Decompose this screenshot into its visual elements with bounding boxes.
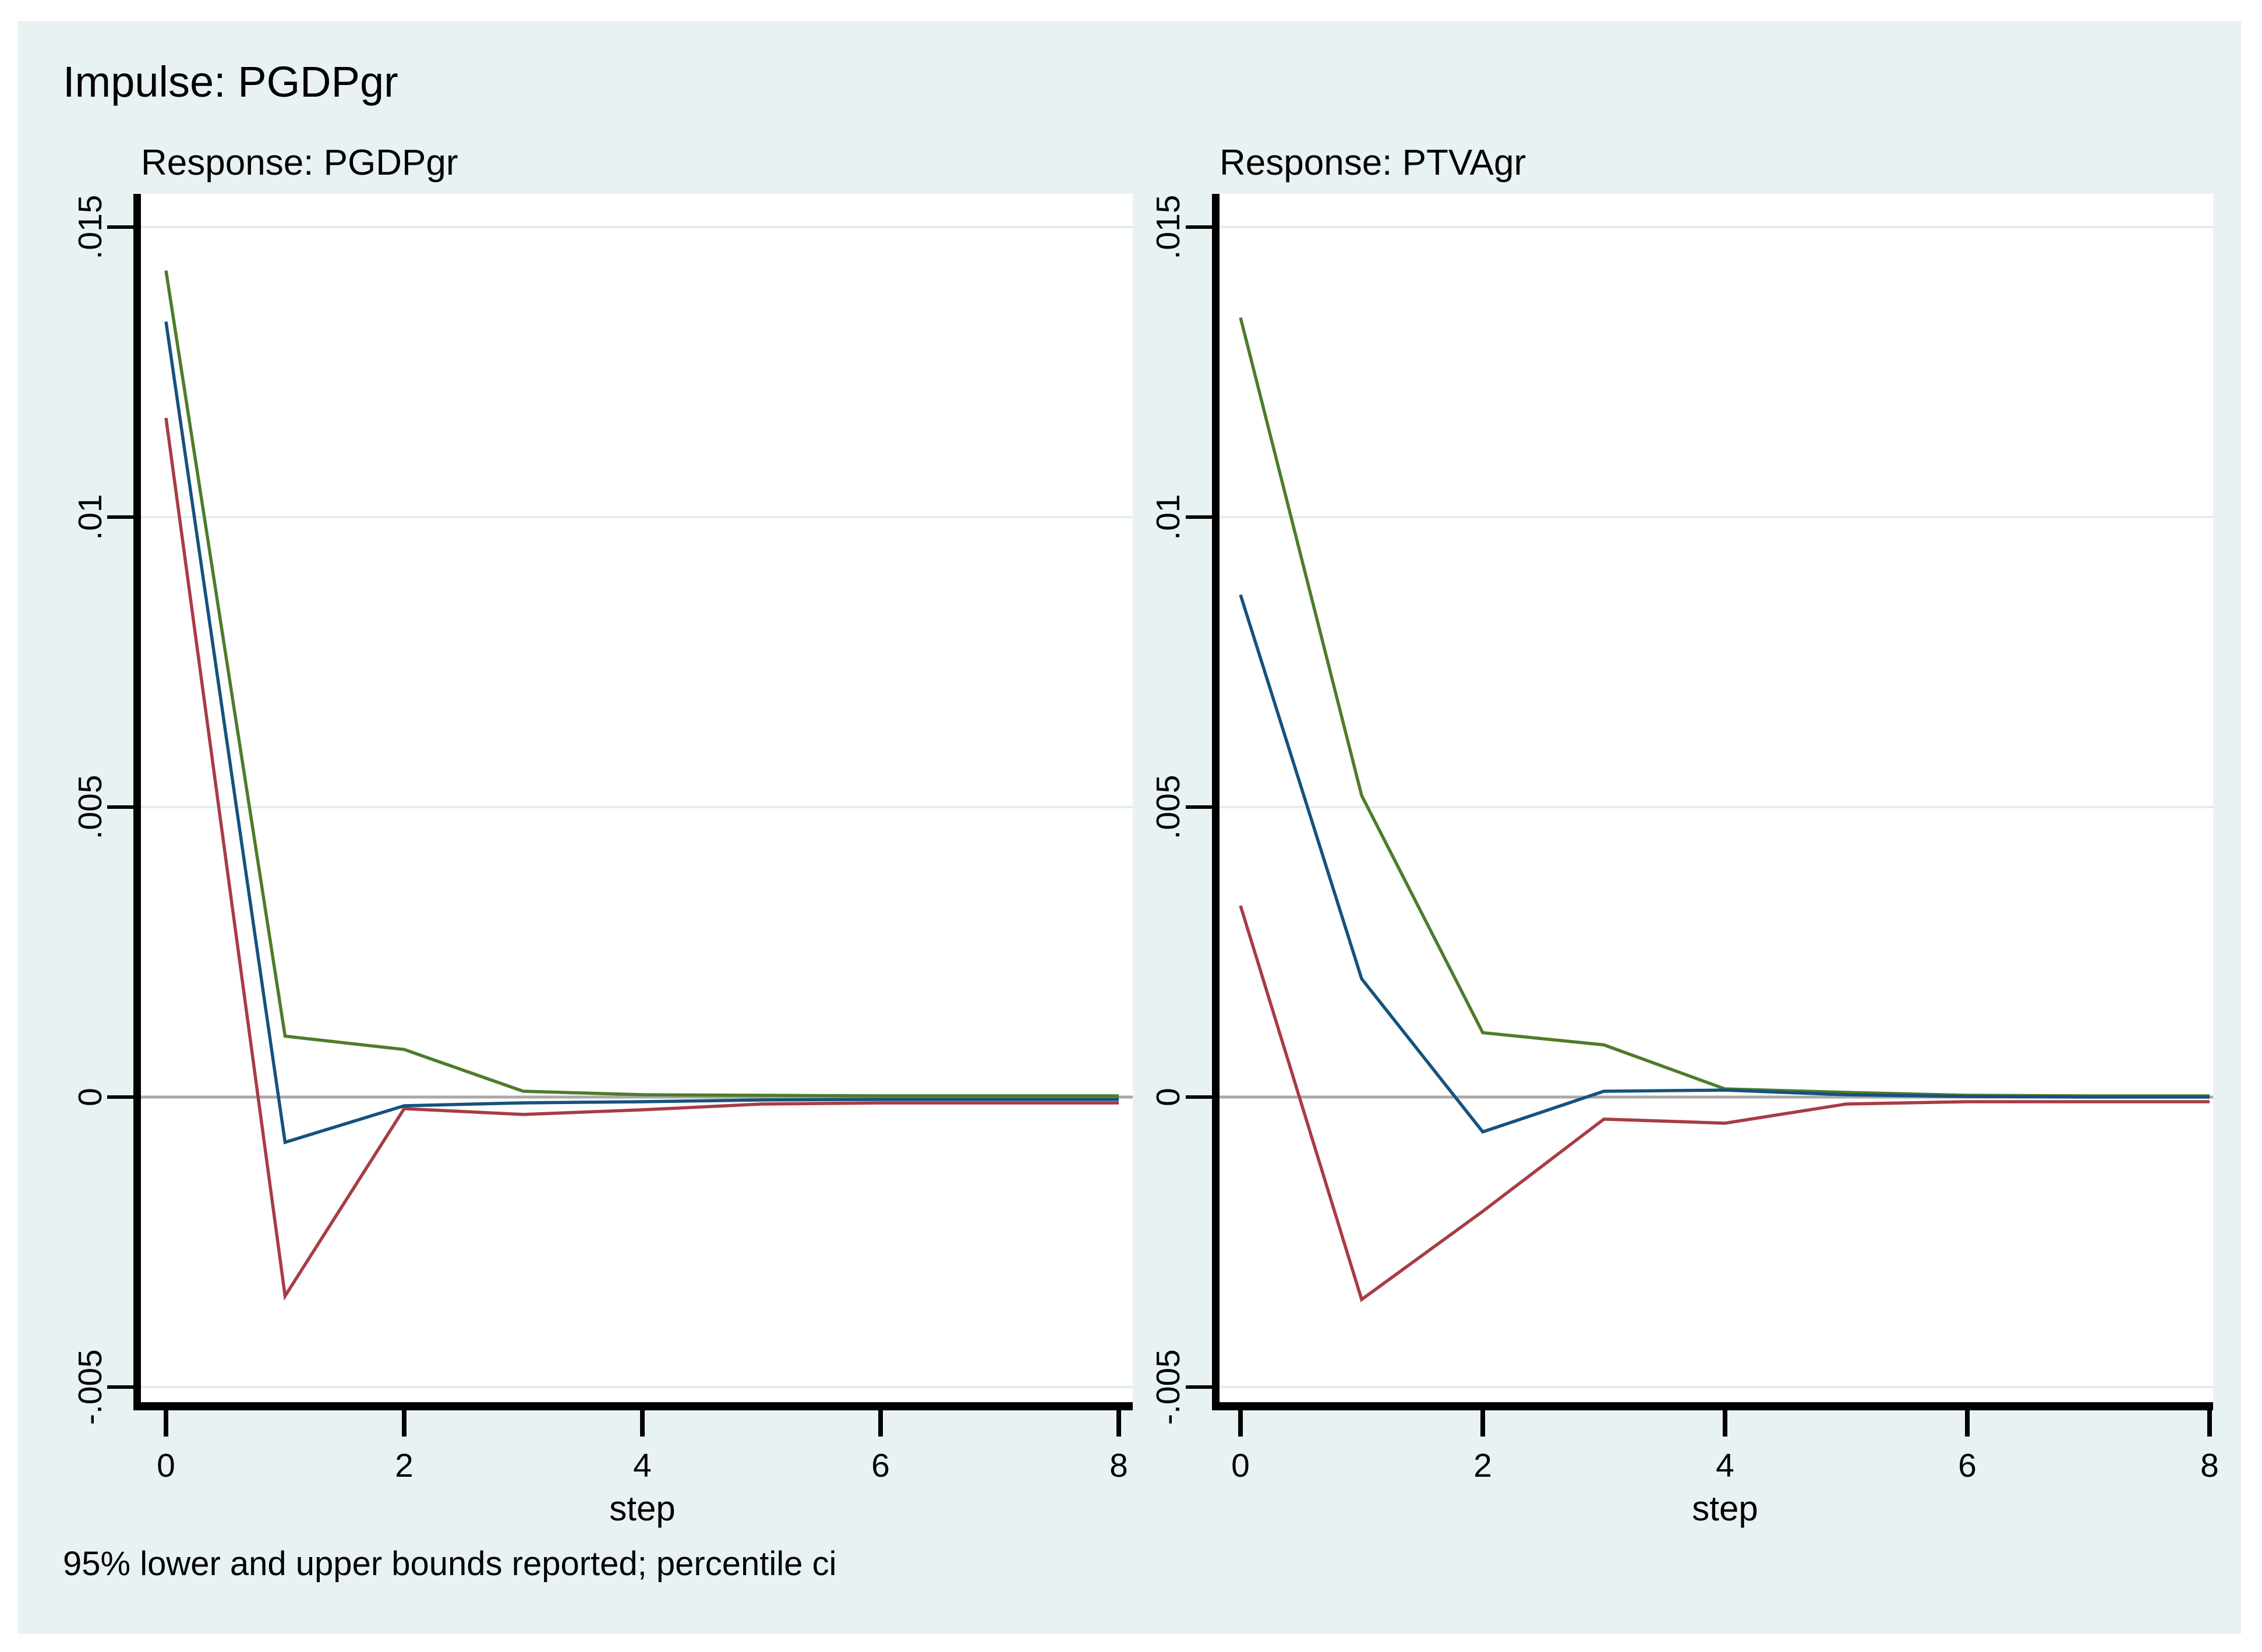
x-tick-label: 4 (1716, 1447, 1734, 1484)
y-tick (107, 1385, 133, 1389)
y-axis (133, 194, 141, 1410)
y-tick (107, 515, 133, 519)
x-axis-label-left: step (609, 1489, 676, 1528)
x-tick (1965, 1410, 1970, 1437)
x-axis (133, 1402, 1133, 1410)
x-tick (878, 1410, 883, 1437)
x-axis (1212, 1402, 2213, 1410)
plot-area (1220, 194, 2213, 1402)
x-tick (402, 1410, 407, 1437)
x-tick-label: 2 (1473, 1447, 1492, 1484)
x-tick-label: 4 (633, 1447, 652, 1484)
y-tick-label: 0 (72, 1088, 109, 1106)
impulse-title: Impulse: PGDPgr (63, 58, 398, 106)
series-line (164, 418, 1119, 1301)
x-tick-label: 0 (1231, 1447, 1250, 1484)
x-tick (2207, 1410, 2212, 1437)
y-tick (107, 225, 133, 229)
series-line (1239, 594, 2210, 1134)
y-tick-label: -.005 (72, 1349, 109, 1425)
y-tick-label: .005 (1150, 774, 1187, 840)
y-axis (1212, 194, 1220, 1410)
x-tick (164, 1410, 168, 1437)
y-tick-label: .015 (1150, 194, 1187, 260)
x-axis-label-right: step (1692, 1489, 1758, 1528)
panel-title-response-ptvagr: Response: PTVAgr (1220, 143, 1526, 183)
y-tick (1186, 1095, 1212, 1099)
x-tick-label: 6 (871, 1447, 890, 1484)
x-tick (640, 1410, 645, 1437)
y-tick-label: .015 (72, 194, 109, 260)
y-tick-label: -.005 (1150, 1349, 1187, 1425)
x-tick-label: 8 (2200, 1447, 2219, 1484)
x-tick (1723, 1410, 1727, 1437)
x-tick-label: 2 (395, 1447, 413, 1484)
y-tick (107, 805, 133, 809)
x-tick (1238, 1410, 1243, 1437)
series-line (164, 321, 1119, 1145)
y-tick-label: .01 (1150, 494, 1187, 540)
ci-note: 95% lower and upper bounds reported; per… (63, 1545, 837, 1583)
series-line (164, 270, 1119, 1098)
y-tick-label: .01 (72, 494, 109, 540)
y-tick-label: .005 (72, 774, 109, 840)
y-tick-label: 0 (1150, 1088, 1187, 1106)
series-line (1239, 905, 2210, 1303)
panel-title-response-pgdpgr: Response: PGDPgr (141, 143, 458, 183)
y-tick (107, 1095, 133, 1099)
x-tick-label: 0 (157, 1447, 175, 1484)
x-tick (1480, 1410, 1485, 1437)
y-tick (1186, 225, 1212, 229)
x-tick (1116, 1410, 1121, 1437)
x-tick-label: 8 (1109, 1447, 1128, 1484)
y-tick (1186, 1385, 1212, 1389)
y-tick (1186, 515, 1212, 519)
plot-area (141, 194, 1133, 1402)
x-tick-label: 6 (1958, 1447, 1977, 1484)
y-tick (1186, 805, 1212, 809)
